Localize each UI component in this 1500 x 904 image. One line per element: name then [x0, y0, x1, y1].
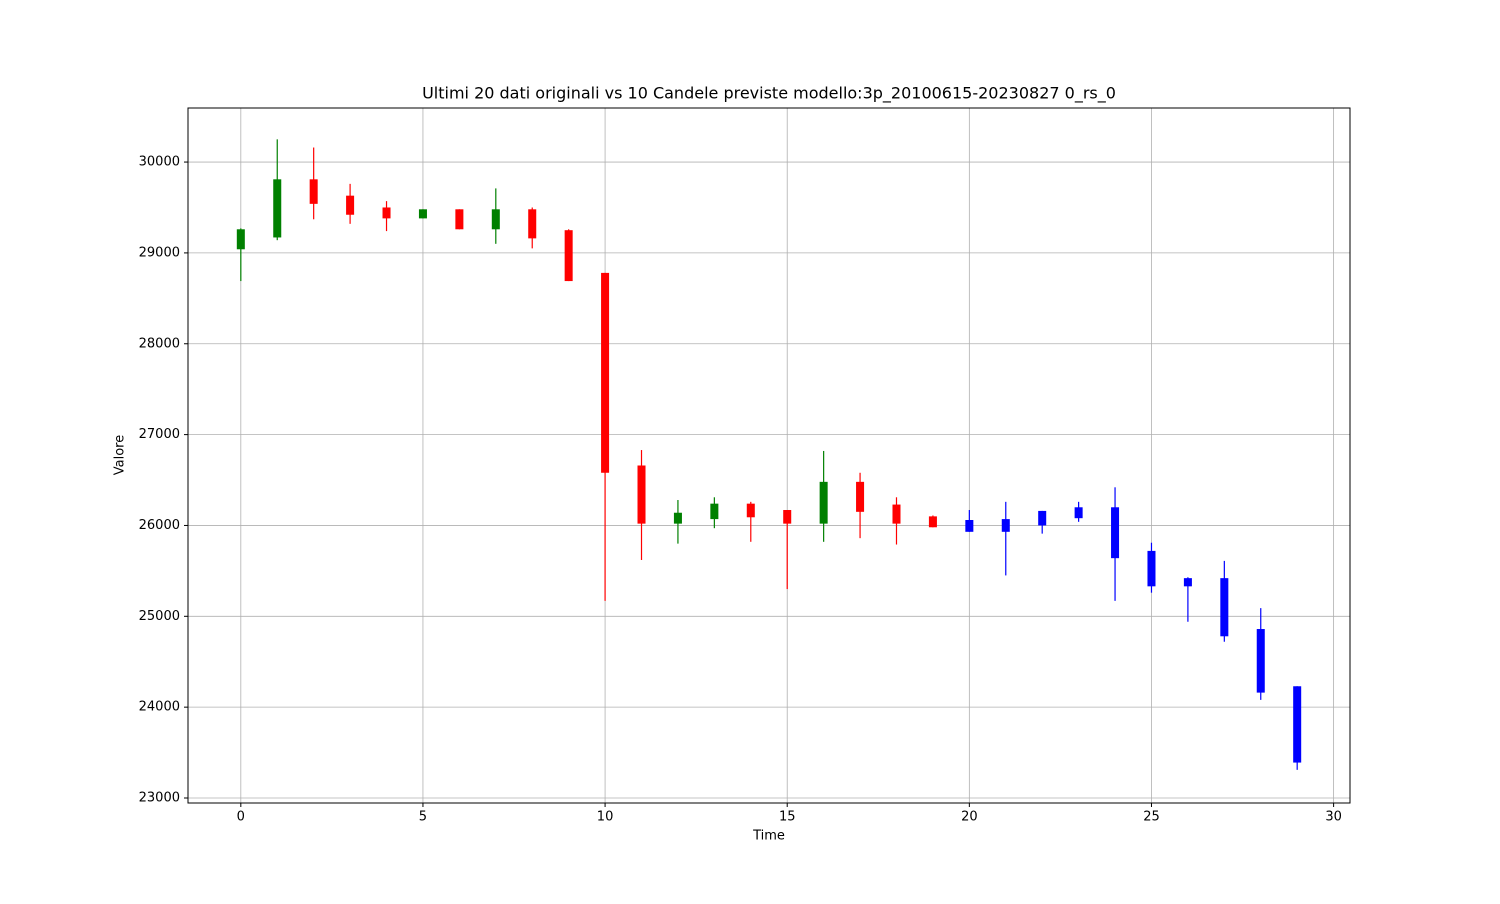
x-axis-label: Time [752, 829, 785, 844]
candle-body [856, 481, 865, 512]
y-tick-label: 25000 [139, 609, 180, 624]
candle-body [892, 504, 901, 524]
x-tick-label: 0 [237, 810, 245, 825]
candle-body [1220, 578, 1229, 637]
y-tick-label: 23000 [139, 791, 180, 806]
candle-body [564, 230, 573, 282]
candle-body [965, 520, 974, 532]
y-axis-label: Valore [113, 435, 128, 475]
candle-body [1038, 510, 1047, 526]
candle-body [637, 465, 646, 524]
y-tick-label: 24000 [139, 700, 180, 715]
candle-body [710, 503, 719, 520]
x-tick-label: 10 [597, 810, 614, 825]
candle-body [273, 179, 282, 238]
candle-body [1183, 578, 1192, 587]
y-tick-label: 26000 [139, 518, 180, 533]
y-tick-label: 30000 [139, 155, 180, 170]
candle-body [236, 229, 245, 250]
x-tick-label: 30 [1325, 810, 1342, 825]
candle-body [601, 272, 610, 473]
candle-body [819, 481, 828, 524]
candle-body [528, 209, 537, 239]
candle-body [1147, 550, 1156, 587]
candle-body [673, 512, 682, 524]
y-tick-label: 28000 [139, 336, 180, 351]
candle-body [1293, 686, 1302, 763]
candle-body [746, 503, 755, 518]
candle-body [1074, 507, 1083, 519]
candle-body [783, 510, 792, 524]
chart-title: Ultimi 20 dati originali vs 10 Candele p… [422, 84, 1116, 104]
x-tick-label: 25 [1143, 810, 1160, 825]
candle-body [1256, 629, 1265, 693]
candle-body [309, 179, 318, 204]
y-tick-label: 29000 [139, 245, 180, 260]
candle-body [491, 209, 500, 230]
candle-body [1111, 507, 1120, 559]
plot-frame [187, 107, 1351, 804]
x-tick-label: 15 [779, 810, 796, 825]
candle-body [928, 516, 937, 528]
x-tick-label: 5 [419, 810, 427, 825]
x-tick-label: 20 [961, 810, 978, 825]
candle-body [1001, 519, 1010, 532]
candle-body [455, 209, 464, 230]
y-tick-label: 27000 [139, 427, 180, 442]
candle-body [418, 209, 427, 219]
candle-body [382, 207, 391, 219]
candle-body [346, 195, 355, 215]
